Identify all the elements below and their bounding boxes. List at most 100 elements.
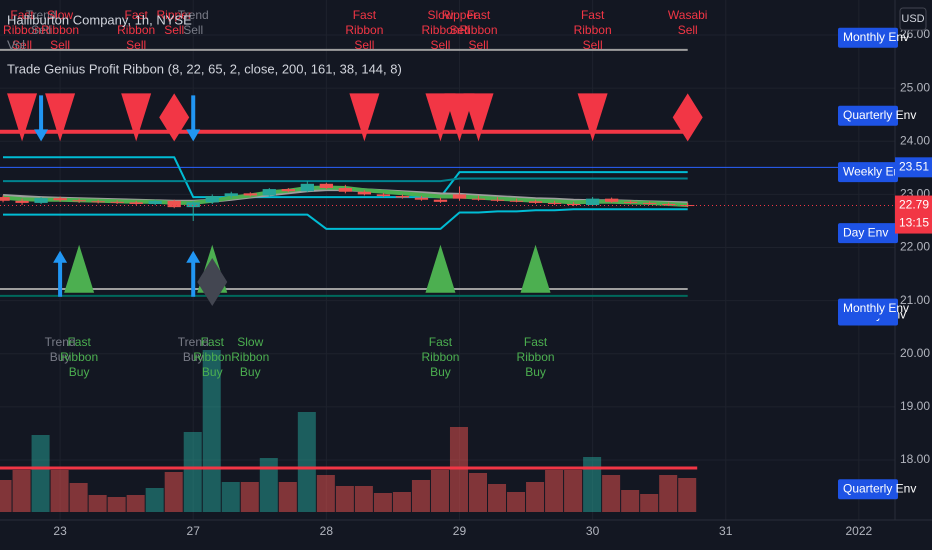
volume-bar <box>12 470 31 512</box>
signal-label: Ribbon <box>117 23 155 37</box>
candle-body <box>281 189 295 192</box>
chart-title: Halliburton Company, 1h, NYSE <box>7 12 192 27</box>
signal-arrow <box>186 250 201 297</box>
signal-label: Fast <box>10 8 34 22</box>
x-tick-label: 31 <box>719 524 733 538</box>
candle-body <box>395 195 410 198</box>
volume-bar <box>602 475 621 512</box>
candle-body <box>0 197 10 201</box>
env-badge <box>838 27 898 48</box>
signal-label: Slow <box>427 8 453 22</box>
signal-label: Buy <box>183 350 204 364</box>
volume-bar <box>31 435 50 512</box>
candle-body <box>357 191 372 195</box>
candle-body <box>91 201 105 203</box>
volume-bar <box>183 432 202 512</box>
candle-body <box>623 201 638 203</box>
signal-label: Ribbon <box>574 23 612 37</box>
signal-label: Fast <box>67 335 91 349</box>
ribbon-line <box>3 156 688 199</box>
volume-bar <box>335 486 354 512</box>
volume-bar <box>145 488 164 512</box>
signal-label: Slow <box>237 335 263 349</box>
signal-triangle <box>520 244 551 293</box>
x-tick-label: 2022 <box>846 524 873 538</box>
volume-bar <box>202 350 221 512</box>
volume-bar <box>240 482 259 512</box>
candle-body <box>662 203 676 206</box>
y-tick-label: 26.00 <box>900 27 930 41</box>
signal-label: Buy <box>202 365 223 379</box>
volume-bar <box>0 480 12 512</box>
env-label: Monthly Env <box>843 30 909 44</box>
candle-body <box>129 202 143 204</box>
signal-triangle <box>7 93 38 142</box>
candle-body <box>34 198 48 203</box>
signal-label: Sell <box>430 38 450 52</box>
price-badge <box>895 157 932 178</box>
volume-bar <box>526 482 545 512</box>
x-tick-label: 23 <box>53 524 67 538</box>
signal-triangle <box>425 93 456 142</box>
signal-label: Sell <box>31 23 51 37</box>
env-badge <box>838 105 898 126</box>
volume-bar <box>50 470 69 512</box>
candle-body <box>471 198 486 200</box>
volume-bar <box>564 470 583 512</box>
signal-label: Sell <box>468 38 488 52</box>
ribbon-line <box>3 208 688 230</box>
volume-bar <box>621 490 640 512</box>
candle-body <box>167 200 181 208</box>
signal-arrow <box>34 95 49 142</box>
volume-bar <box>259 458 278 512</box>
signal-triangle <box>64 244 95 293</box>
volume-bar <box>468 473 488 512</box>
signal-diamond <box>197 258 228 307</box>
candle-body <box>433 199 448 202</box>
y-tick-label: 18.00 <box>900 452 930 466</box>
currency: USD <box>901 13 924 25</box>
volume-bar <box>507 492 526 512</box>
volume-bar <box>583 457 602 512</box>
y-tick-label: 21.00 <box>900 293 930 307</box>
signal-label: Sell <box>583 38 603 52</box>
candle-body <box>300 183 314 192</box>
signal-label: Buy <box>430 365 451 379</box>
signal-arrow <box>53 250 68 297</box>
x-tick-label: 30 <box>586 524 600 538</box>
signal-diamond <box>159 93 190 142</box>
signal-label: Sell <box>449 23 469 37</box>
volume-bar <box>297 412 316 512</box>
volume-bar <box>126 495 145 512</box>
signal-label: Fast <box>467 8 491 22</box>
signal-label: Buy <box>69 365 90 379</box>
env-badge <box>838 298 898 319</box>
env-label: Quarterly Env <box>843 108 916 122</box>
signal-label: Ribbon <box>421 23 459 37</box>
signal-label: Ribbon <box>41 23 79 37</box>
signal-diamond <box>672 93 703 142</box>
price-badge-label: 22.79 <box>899 198 929 212</box>
volume-bar <box>278 482 297 512</box>
overlay: FastRibbonSellTrendSellSlowRibbonSellFas… <box>3 8 707 379</box>
candle-body <box>53 198 67 201</box>
signal-label: Sell <box>354 38 374 52</box>
signal-label: Sell <box>126 38 146 52</box>
signal-label: Ripper <box>157 8 192 22</box>
price-badge-label: 23.51 <box>899 159 929 173</box>
volume-bar <box>107 497 126 512</box>
volume-bar <box>640 494 659 512</box>
candle-body <box>72 200 86 202</box>
signal-label: Fast <box>524 335 548 349</box>
candle-body <box>338 188 353 192</box>
candle-body <box>509 200 524 202</box>
candle-body <box>205 195 219 203</box>
signal-triangle <box>577 93 608 142</box>
signal-label: Sell <box>183 23 203 37</box>
candle-body <box>262 189 276 196</box>
indicator-title: Trade Genius Profit Ribbon (8, 22, 65, 2… <box>7 61 402 76</box>
currency-box[interactable] <box>899 7 927 31</box>
signal-label: Ribbon <box>517 350 555 364</box>
candle-body <box>319 183 334 189</box>
